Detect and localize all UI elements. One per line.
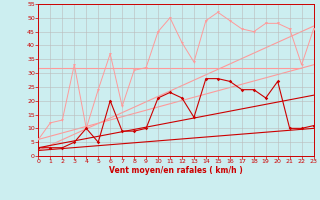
X-axis label: Vent moyen/en rafales ( km/h ): Vent moyen/en rafales ( km/h ) (109, 166, 243, 175)
